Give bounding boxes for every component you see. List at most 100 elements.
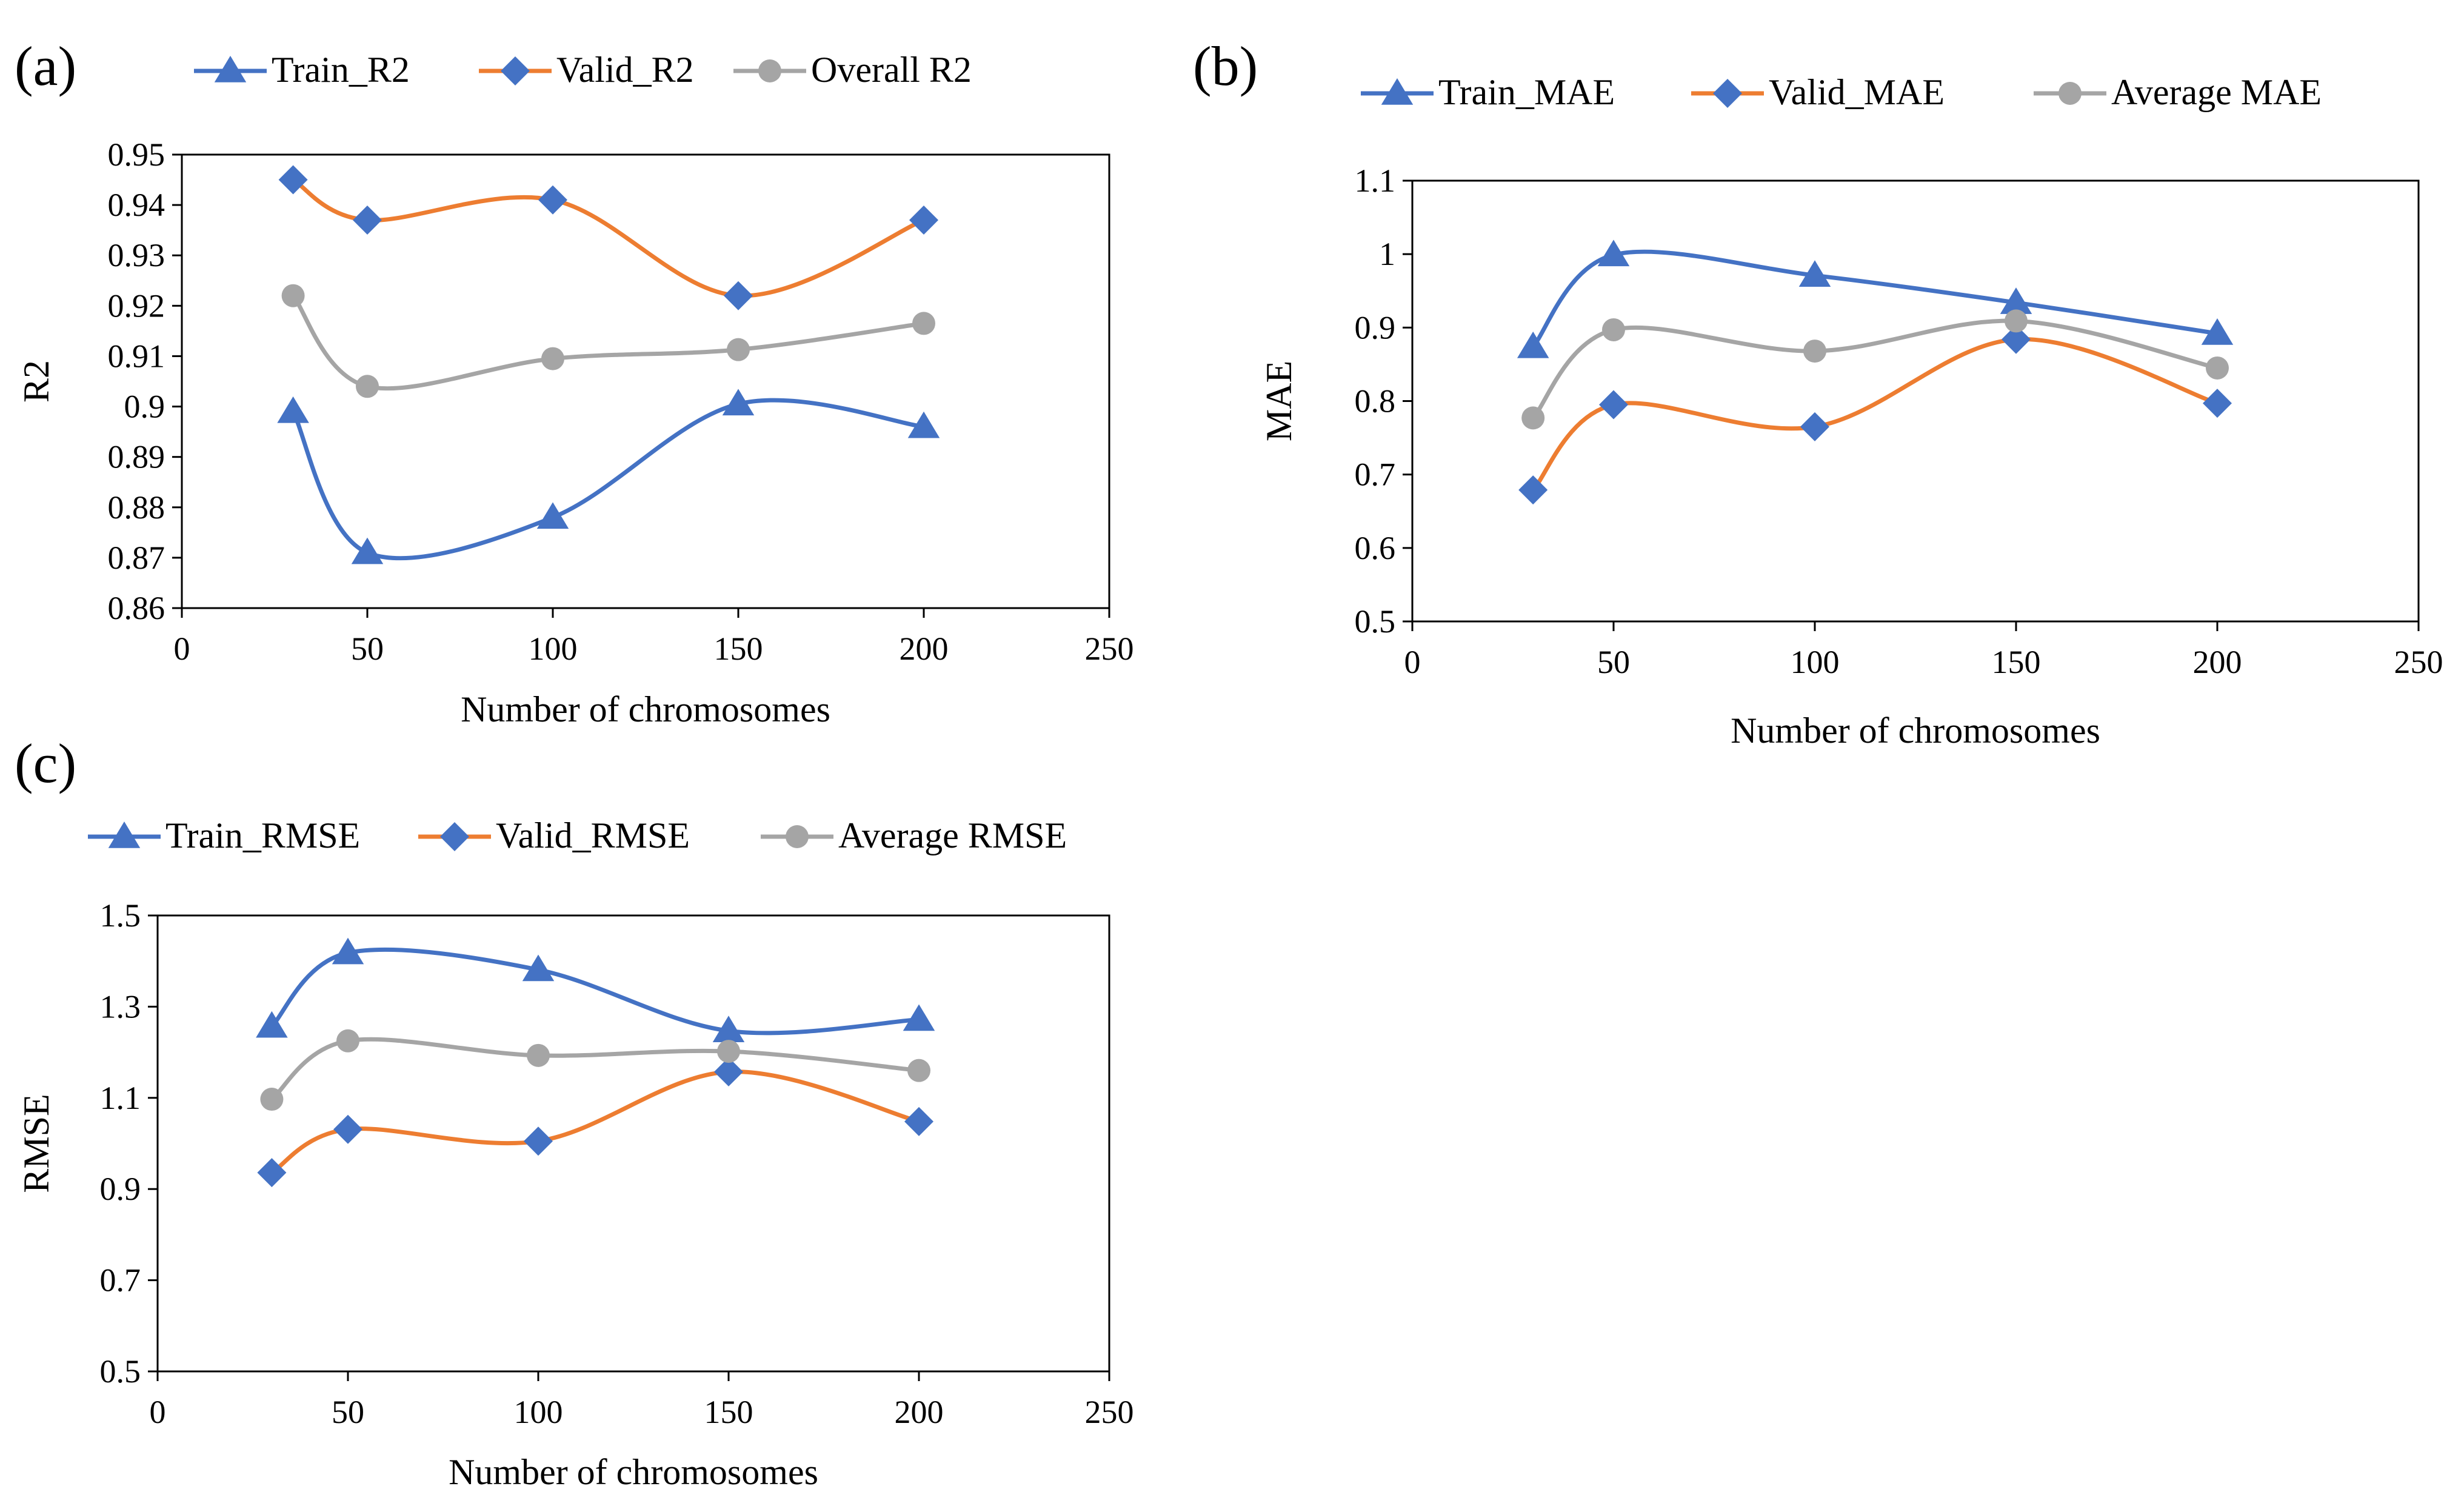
data-point <box>904 1106 933 1136</box>
y-tick-label: 0.7 <box>100 1262 141 1299</box>
legend-label: Overall R2 <box>811 50 972 90</box>
legend-marker <box>501 56 530 85</box>
data-point <box>909 206 938 235</box>
legend-label: Valid_RMSE <box>496 815 690 855</box>
y-axis-title: RMSE <box>16 1094 56 1193</box>
y-tick-label: 1 <box>1379 236 1395 272</box>
legend-label: Train_MAE <box>1438 72 1615 112</box>
legend-label: Average MAE <box>2111 72 2322 112</box>
legend-marker <box>108 822 141 848</box>
data-point <box>281 284 305 307</box>
data-point <box>903 1004 935 1031</box>
data-point <box>1517 331 1549 358</box>
y-axis-title: R2 <box>16 360 56 403</box>
plot-frame <box>1411 179 2420 623</box>
y-tick-label: 0.6 <box>1355 530 1396 566</box>
data-point <box>353 206 382 235</box>
legend-marker <box>214 56 247 82</box>
x-tick-label: 50 <box>351 631 384 667</box>
x-tick-label: 150 <box>714 631 763 667</box>
y-tick-label: 0.9 <box>100 1171 141 1207</box>
plot-frame <box>156 914 1110 1373</box>
data-point <box>527 1043 550 1067</box>
x-tick-label: 100 <box>529 631 578 667</box>
data-point <box>722 389 755 416</box>
y-tick-label: 0.7 <box>1355 457 1396 493</box>
data-point <box>524 1126 553 1156</box>
legend-label: Train_RMSE <box>165 815 360 855</box>
legend-label: Train_R2 <box>272 50 410 90</box>
y-tick-label: 0.9 <box>1355 309 1396 346</box>
x-axis-title: Number of chromosomes <box>461 689 830 729</box>
data-point <box>1597 239 1630 267</box>
plot-frame <box>181 153 1110 609</box>
y-tick-label: 0.94 <box>108 187 165 223</box>
panel-label: (b) <box>1193 35 1258 97</box>
x-tick-label: 100 <box>514 1394 563 1430</box>
x-tick-label: 50 <box>1597 644 1630 680</box>
legend-marker <box>786 825 809 848</box>
y-tick-label: 0.86 <box>108 590 165 626</box>
data-point <box>351 537 384 564</box>
data-point <box>2000 287 2032 314</box>
series-line <box>269 1037 921 1102</box>
data-point <box>2201 318 2234 345</box>
data-point <box>724 281 753 310</box>
data-point <box>541 347 564 370</box>
data-point <box>2005 309 2028 333</box>
y-tick-label: 0.93 <box>108 237 165 273</box>
data-point <box>522 954 555 982</box>
x-tick-label: 0 <box>174 631 190 667</box>
y-tick-label: 1.1 <box>1355 162 1396 199</box>
data-point <box>907 411 940 438</box>
data-point <box>2002 324 2031 354</box>
chart-panel-1: (b) 0.5 0.6 0.7 0.8 0.9 1 1.1 0 50 100 150 200 250 Num… <box>1193 35 2443 751</box>
data-point <box>1800 412 1829 441</box>
legend-marker <box>758 59 781 82</box>
data-point <box>277 396 309 423</box>
x-tick-label: 250 <box>1085 631 1134 667</box>
series-line <box>291 293 926 391</box>
y-tick-label: 0.92 <box>108 287 165 324</box>
x-tick-label: 200 <box>900 631 949 667</box>
panel-label: (c) <box>15 732 76 794</box>
data-point <box>538 185 567 215</box>
data-point <box>356 375 379 398</box>
data-point <box>1518 475 1548 505</box>
chart-panel-2: (c) 0.5 0.7 0.9 1.1 1.3 1.5 0 50 100 150 200 250 Numb… <box>15 732 1134 1492</box>
y-tick-label: 0.8 <box>1355 383 1396 420</box>
y-axis-title: MAE <box>1259 361 1299 441</box>
series-line <box>269 1069 921 1175</box>
data-point <box>536 502 569 529</box>
x-tick-label: 0 <box>1404 644 1421 680</box>
legend-label: Valid_R2 <box>556 50 694 90</box>
data-point <box>912 312 935 335</box>
series-line <box>291 398 926 561</box>
legend-marker <box>2058 82 2082 105</box>
x-tick-label: 50 <box>332 1394 364 1430</box>
y-tick-label: 0.5 <box>100 1353 141 1390</box>
series-line <box>1531 249 2220 349</box>
x-tick-label: 250 <box>1085 1394 1134 1430</box>
data-point <box>2203 389 2232 418</box>
x-tick-label: 200 <box>895 1394 944 1430</box>
y-tick-label: 0.87 <box>108 540 165 576</box>
x-tick-label: 250 <box>2394 644 2443 680</box>
legend-marker <box>1381 78 1414 105</box>
panel-label: (a) <box>15 35 76 97</box>
x-axis-title: Number of chromosomes <box>1731 711 2100 751</box>
y-tick-label: 1.3 <box>100 988 141 1025</box>
data-point <box>712 1016 745 1043</box>
series-line <box>269 947 921 1036</box>
data-point <box>333 1114 362 1144</box>
y-tick-label: 0.88 <box>108 489 165 526</box>
data-point <box>717 1040 740 1063</box>
data-point <box>1803 340 1826 363</box>
data-point <box>257 1158 287 1188</box>
y-tick-label: 0.89 <box>108 439 165 475</box>
x-tick-label: 150 <box>1992 644 2041 680</box>
data-point <box>278 165 308 195</box>
series-line <box>1531 337 2220 492</box>
x-tick-label: 200 <box>2193 644 2242 680</box>
data-point <box>332 937 364 965</box>
